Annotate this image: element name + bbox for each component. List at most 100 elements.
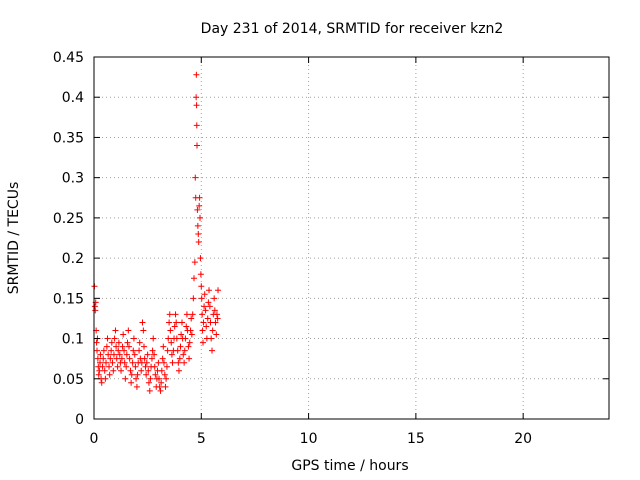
data-point <box>191 259 198 266</box>
data-point <box>114 363 121 370</box>
data-point <box>98 379 105 386</box>
data-point <box>185 343 192 350</box>
data-point <box>145 367 152 374</box>
data-point <box>195 239 202 246</box>
data-point <box>168 339 175 346</box>
data-point <box>147 375 154 382</box>
data-point <box>143 371 150 378</box>
data-point <box>109 359 116 366</box>
data-point <box>128 379 135 386</box>
data-point <box>187 327 194 334</box>
data-point <box>182 335 189 342</box>
data-point <box>126 355 133 362</box>
data-points <box>91 71 222 394</box>
data-point <box>116 351 123 358</box>
y-tick-labels: 0 0.05 0.1 0.15 0.2 0.25 0.3 0.35 0.4 0.45 <box>53 50 84 428</box>
data-point <box>188 315 195 322</box>
data-point <box>183 311 190 318</box>
data-point <box>115 347 122 354</box>
data-point <box>148 355 155 362</box>
data-point <box>209 327 216 334</box>
data-point <box>146 387 153 394</box>
data-point <box>115 339 122 346</box>
data-point <box>110 351 117 358</box>
data-point <box>96 367 103 374</box>
data-point <box>103 343 110 350</box>
data-point <box>157 387 164 394</box>
data-point <box>201 303 208 310</box>
data-point <box>196 202 203 209</box>
x-axis-label: GPS time / hours <box>291 458 408 474</box>
data-point <box>193 71 200 78</box>
data-point <box>123 363 130 370</box>
x-tick-label: 5 <box>197 431 206 447</box>
data-point <box>145 379 152 386</box>
data-point <box>164 347 171 354</box>
data-point <box>194 206 201 213</box>
data-point <box>194 142 200 149</box>
data-point <box>101 367 108 374</box>
data-point <box>196 194 203 201</box>
y-axis-label: SRMTID / TECUs <box>6 182 22 295</box>
data-point <box>213 311 220 318</box>
data-point <box>121 347 128 354</box>
data-point <box>140 327 147 334</box>
data-point <box>136 347 143 354</box>
data-point <box>122 375 129 382</box>
data-point <box>178 319 185 326</box>
data-point <box>177 343 184 350</box>
data-point <box>209 347 216 354</box>
data-point <box>141 355 148 362</box>
data-point <box>102 375 109 382</box>
data-point <box>123 351 130 358</box>
data-point <box>212 319 219 326</box>
data-point <box>197 271 204 278</box>
data-point <box>124 339 131 346</box>
data-point <box>183 323 190 330</box>
x-tick-label: 20 <box>514 431 532 447</box>
data-point <box>118 367 125 374</box>
x-tick-label: 10 <box>300 431 318 447</box>
data-point <box>131 351 138 358</box>
data-point <box>203 323 210 330</box>
data-point <box>92 307 99 314</box>
data-point <box>204 315 211 322</box>
data-point <box>151 351 158 358</box>
data-point <box>208 335 215 342</box>
data-point <box>140 343 147 350</box>
data-point <box>139 319 146 326</box>
data-point <box>105 351 112 358</box>
data-point <box>199 327 206 334</box>
data-point <box>211 307 218 314</box>
data-point <box>138 367 145 374</box>
data-point <box>188 331 195 338</box>
data-point <box>133 383 140 390</box>
data-point <box>206 287 213 294</box>
data-point <box>189 311 196 318</box>
data-point <box>205 299 212 306</box>
data-point <box>111 335 118 342</box>
data-point <box>193 122 200 129</box>
data-point <box>165 335 172 342</box>
data-point <box>127 367 134 374</box>
data-point <box>161 371 168 378</box>
data-point <box>93 339 100 346</box>
data-point <box>163 363 170 370</box>
data-point <box>176 355 183 362</box>
data-point <box>112 327 119 334</box>
data-point <box>120 331 127 338</box>
data-point <box>106 371 113 378</box>
data-point <box>175 359 182 366</box>
x-tick-label: 15 <box>407 431 425 447</box>
data-point <box>160 359 167 366</box>
data-point <box>108 347 115 354</box>
y-tick-label: 0.4 <box>62 90 84 106</box>
data-point <box>113 343 120 350</box>
data-point <box>133 375 140 382</box>
data-point <box>181 359 188 366</box>
data-point <box>169 359 176 366</box>
data-point <box>95 371 102 378</box>
y-tick-label: 0.15 <box>53 291 84 307</box>
y-tick-label: 0 <box>75 412 84 428</box>
data-point <box>180 351 187 358</box>
